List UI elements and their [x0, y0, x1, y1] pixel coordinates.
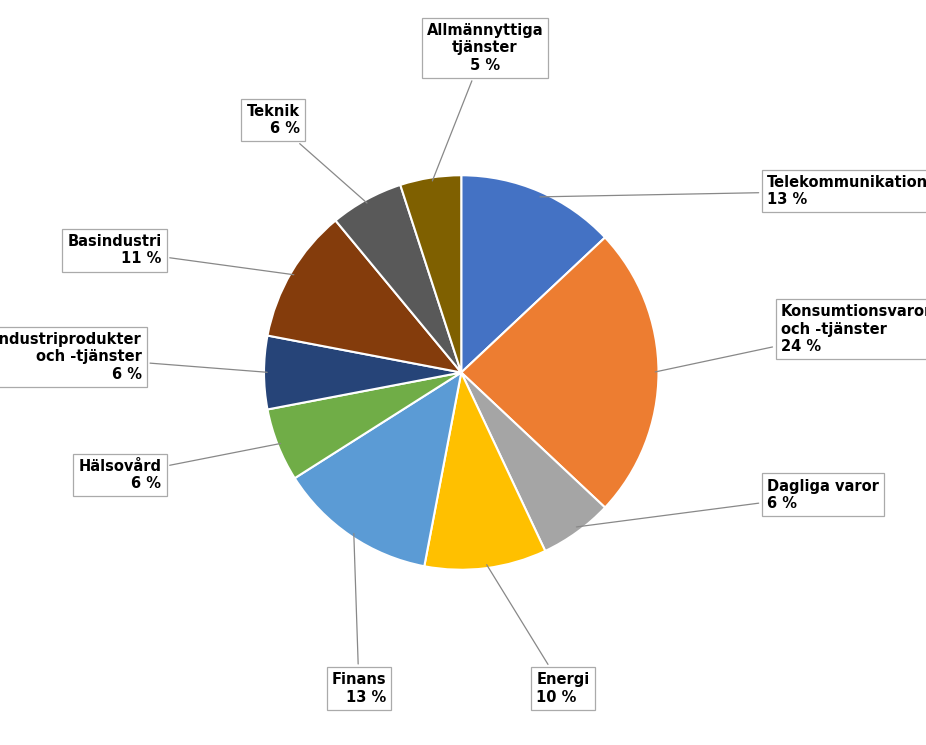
Text: Industriprodukter
och -tjänster
6 %: Industriprodukter och -tjänster 6 %	[0, 332, 268, 381]
Text: Hälsovård
6 %: Hälsovård 6 %	[79, 443, 281, 491]
Text: Teknik
6 %: Teknik 6 %	[246, 104, 367, 203]
Text: Finans
13 %: Finans 13 %	[332, 533, 386, 705]
Wedge shape	[268, 372, 461, 478]
Wedge shape	[400, 175, 461, 372]
Text: Konsumtionsvaror
och -tjänster
24 %: Konsumtionsvaror och -tjänster 24 %	[656, 304, 926, 372]
Wedge shape	[264, 335, 461, 410]
Wedge shape	[461, 372, 605, 551]
Wedge shape	[335, 185, 461, 372]
Wedge shape	[268, 221, 461, 372]
Wedge shape	[461, 175, 605, 372]
Text: Telekommunikation
13 %: Telekommunikation 13 %	[540, 175, 926, 207]
Text: Basindustri
11 %: Basindustri 11 %	[68, 234, 294, 275]
Wedge shape	[294, 372, 461, 566]
Text: Energi
10 %: Energi 10 %	[487, 565, 590, 705]
Wedge shape	[461, 238, 658, 507]
Text: Allmännyttiga
tjänster
5 %: Allmännyttiga tjänster 5 %	[427, 23, 544, 181]
Text: Dagliga varor
6 %: Dagliga varor 6 %	[577, 478, 879, 527]
Wedge shape	[424, 372, 545, 570]
